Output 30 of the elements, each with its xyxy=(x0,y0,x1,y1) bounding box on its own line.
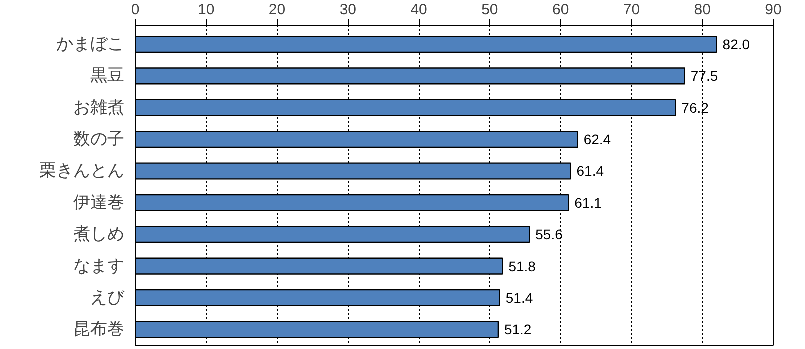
data-label: 62.4 xyxy=(584,132,612,148)
x-tick-label: 80 xyxy=(694,2,711,18)
data-label: 82.0 xyxy=(722,36,750,53)
data-label: 51.8 xyxy=(508,258,536,274)
data-label: 77.5 xyxy=(690,68,718,84)
data-label: 51.4 xyxy=(506,290,534,306)
x-tick-label: 30 xyxy=(340,2,357,18)
y-tick-label: お雑煮 xyxy=(74,98,124,118)
x-tick-label: 40 xyxy=(410,2,428,18)
data-label: 76.2 xyxy=(682,100,710,116)
y-tick-label: かまぼこ xyxy=(56,34,124,55)
y-tick-label: なます xyxy=(74,256,124,276)
x-tick-label: 10 xyxy=(198,2,215,18)
x-tick-label: 50 xyxy=(482,2,498,18)
data-label: 55.6 xyxy=(536,226,564,243)
x-tick-label: 60 xyxy=(552,2,570,18)
data-label: 61.1 xyxy=(574,194,602,211)
y-tick-label: 伊達巻 xyxy=(74,192,124,213)
x-tick-label: 90 xyxy=(765,2,782,18)
x-tick-label: 70 xyxy=(623,2,640,18)
y-tick-label: 黒豆 xyxy=(90,66,124,86)
y-tick-label: 数の子 xyxy=(74,130,124,150)
data-label: 51.2 xyxy=(504,322,532,338)
data-label: 61.4 xyxy=(576,163,604,180)
y-tick-label: 昆布巻 xyxy=(74,320,124,340)
x-tick-label: 0 xyxy=(131,2,140,18)
y-tick-label: えび xyxy=(90,288,126,308)
y-tick-label: 栗きんとん xyxy=(40,161,124,182)
x-tick-label: 20 xyxy=(268,2,286,18)
y-tick-label: 煮しめ xyxy=(74,224,124,245)
